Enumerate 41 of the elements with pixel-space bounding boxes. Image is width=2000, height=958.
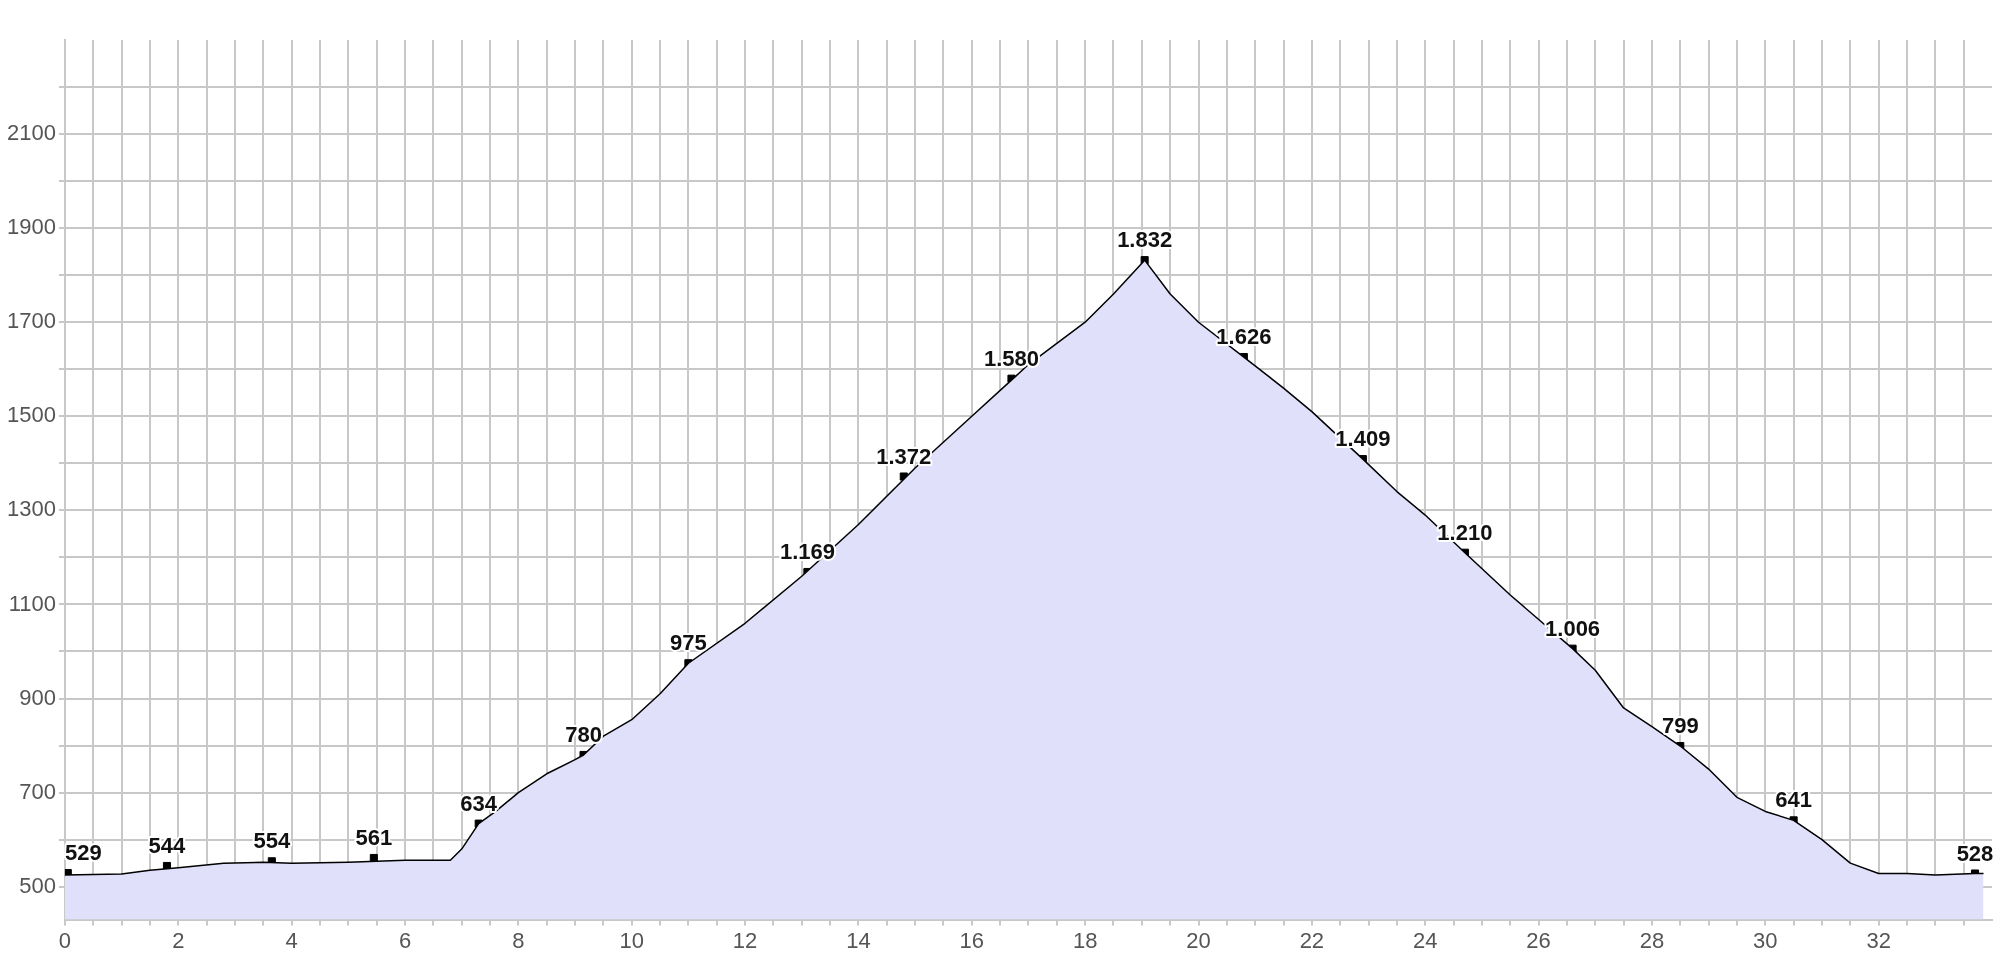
data-label: 641 [1775,787,1812,813]
data-label: 544 [148,833,187,859]
data-label: 634 [460,790,498,816]
x-tick-label: 8 [512,927,525,953]
data-label: 1.006 [1545,615,1601,641]
y-tick-label: 500 [19,872,56,898]
y-tick-label: 2100 [6,120,56,146]
x-tick-label: 26 [1526,927,1551,953]
x-tick-label: 18 [1072,927,1098,953]
data-label: 799 [1661,713,1699,739]
data-label: 529 [64,840,102,866]
data-label: 780 [565,722,602,748]
data-label: 975 [670,630,707,656]
x-tick-label: 28 [1639,927,1665,953]
y-tick-label: 1300 [6,496,56,522]
data-label: 554 [253,828,291,854]
x-tick-label: 6 [398,927,412,953]
x-tick-label: 22 [1299,927,1325,953]
x-tick-label: 4 [285,927,298,953]
data-label: 1.626 [1216,324,1272,350]
x-tick-label: 2 [172,927,185,953]
x-tick-label: 32 [1866,927,1891,953]
data-label: 1.372 [876,443,932,469]
data-label: 1.832 [1117,227,1173,253]
x-tick-label: 10 [619,927,644,953]
data-label: 528 [1956,840,1994,866]
x-tick-label: 14 [846,927,871,953]
x-tick-label: 20 [1186,927,1211,953]
x-tick-label: 30 [1753,927,1778,953]
y-tick-label: 900 [19,684,56,710]
x-tick-label: 12 [732,927,758,953]
y-tick-label: 1900 [6,214,56,240]
x-tick-label: 16 [959,927,985,953]
x-tick-label: 24 [1412,927,1438,953]
data-label: 561 [355,825,393,851]
y-tick-label: 1100 [8,590,56,616]
data-label: 1.580 [983,345,1039,371]
y-tick-label: 700 [19,778,56,804]
y-tick-label: 1700 [6,308,56,334]
x-tick-label: 0 [58,927,72,953]
y-tick-label: 1500 [6,402,56,428]
